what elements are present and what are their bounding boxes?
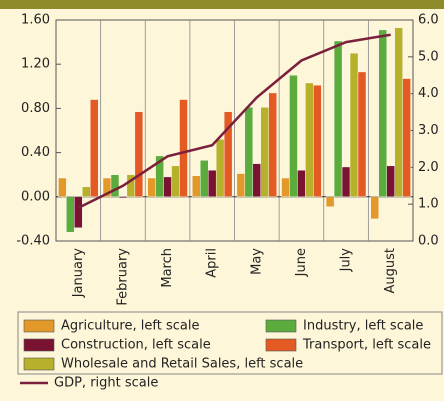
bar: [215, 139, 225, 197]
bar: [268, 92, 277, 198]
bar: [171, 165, 180, 198]
bar: [179, 99, 188, 197]
y2-tick-label: 4.0: [418, 86, 439, 101]
x-tick-label: January: [71, 248, 86, 299]
bar: [402, 78, 411, 198]
legend-label: Construction, left scale: [61, 338, 211, 353]
bar: [110, 174, 120, 197]
legend-swatch: [265, 338, 297, 352]
legend-swatch: [265, 319, 297, 333]
bar: [305, 82, 314, 198]
bar: [370, 196, 379, 220]
legend-swatch: [23, 319, 55, 333]
bar: [192, 175, 201, 197]
legend-swatch: [23, 357, 55, 371]
bar: [357, 71, 367, 197]
bar: [333, 40, 343, 197]
legend-swatch: [23, 338, 55, 352]
top-band: [0, 0, 444, 9]
bar: [394, 27, 403, 198]
x-tick-label: April: [205, 248, 220, 278]
bar: [386, 165, 395, 198]
bar: [147, 177, 156, 197]
y2-tick-label: 0.0: [418, 234, 439, 249]
bar: [208, 170, 217, 197]
bar: [223, 111, 233, 197]
legend-label: Wholesale and Retail Sales, left scale: [61, 357, 303, 372]
bar: [118, 196, 128, 199]
y-tick-label: -0.40: [16, 234, 50, 249]
y2-tick-label: 2.0: [418, 160, 439, 175]
bar: [297, 170, 306, 197]
legend-frame: [17, 311, 443, 375]
bar: [252, 163, 261, 197]
x-tick-label: February: [115, 248, 130, 306]
bar: [155, 155, 164, 197]
bar: [200, 160, 209, 198]
bar: [163, 176, 172, 198]
bar: [313, 84, 322, 198]
x-tick-label: August: [383, 248, 398, 294]
legend-label: Transport, left scale: [302, 338, 431, 353]
legend-label: GDP, right scale: [54, 376, 158, 391]
x-tick-label: July: [339, 248, 354, 273]
x-tick-label: June: [294, 248, 309, 277]
bar: [82, 186, 91, 197]
y-tick-label: 0.80: [21, 101, 50, 116]
y2-tick-label: 5.0: [418, 49, 439, 64]
bar: [378, 29, 387, 197]
bar: [349, 52, 359, 197]
bar: [236, 173, 246, 198]
bar: [90, 99, 99, 197]
bar: [281, 177, 290, 197]
bar: [244, 107, 254, 197]
gdp-line: [77, 33, 391, 209]
bar: [134, 111, 144, 197]
y-tick-label: 0.00: [21, 189, 50, 204]
bar: [58, 177, 67, 197]
legend-label: Industry, left scale: [303, 319, 423, 334]
bar: [289, 75, 298, 198]
legend-label: Agriculture, left scale: [61, 319, 199, 334]
bar: [74, 196, 83, 228]
y-tick-label: 0.40: [21, 145, 50, 160]
y2-tick-label: 6.0: [418, 13, 439, 28]
bar: [66, 196, 75, 233]
y-tick-label: 1.20: [21, 57, 50, 72]
y2-tick-label: 1.0: [418, 197, 439, 212]
bar: [341, 166, 351, 197]
bar: [260, 107, 269, 197]
x-tick-label: March: [160, 248, 175, 288]
bar: [325, 196, 335, 207]
y2-tick-label: 3.0: [418, 123, 439, 138]
x-tick-label: May: [249, 248, 264, 275]
y-tick-label: 1.60: [21, 13, 50, 28]
